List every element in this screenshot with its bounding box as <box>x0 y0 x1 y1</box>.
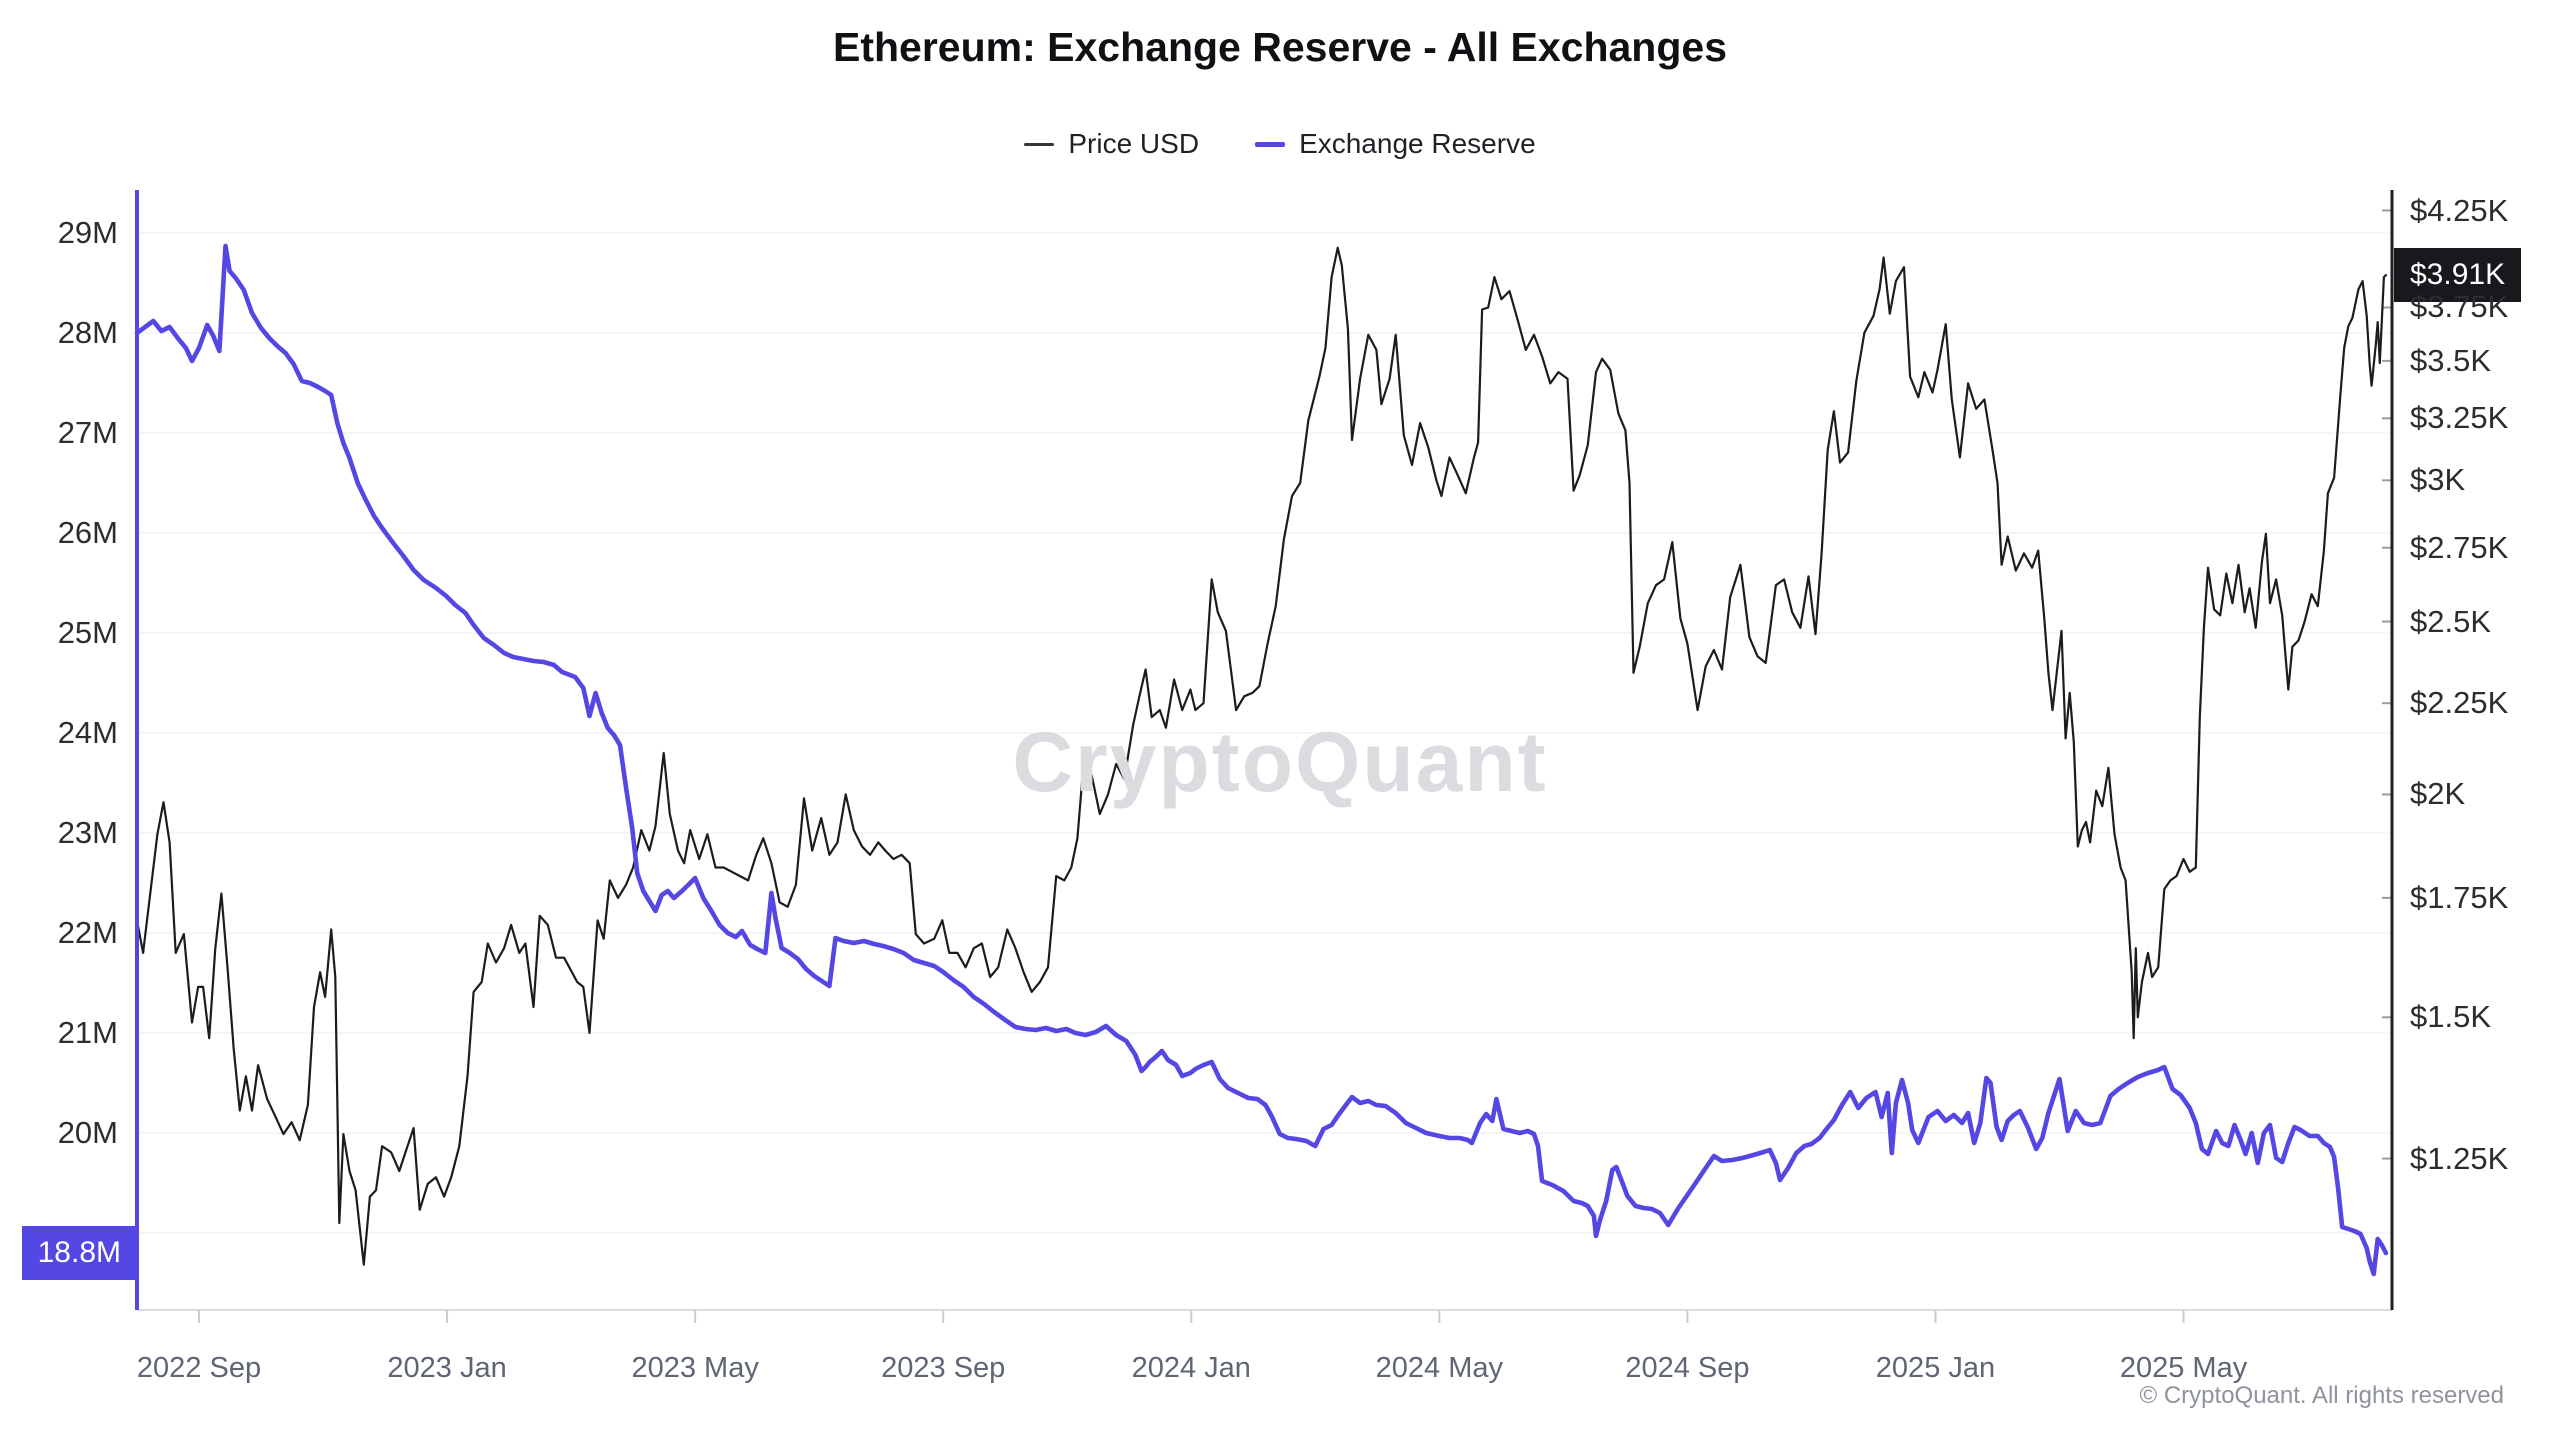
x-axis-tick-label: 2025 May <box>2119 1352 2248 1384</box>
reserve-last-value-badge: 18.8M <box>21 1226 137 1280</box>
left-axis-tick-label: 22M <box>57 915 118 950</box>
legend-item-price-usd[interactable]: Price USD <box>1024 128 1199 160</box>
legend-label-price-usd: Price USD <box>1068 128 1200 159</box>
chart-title: Ethereum: Exchange Reserve - All Exchang… <box>833 24 1727 70</box>
right-axis-tick-label: $1.25K <box>2410 1140 2509 1176</box>
price-line-swatch-icon <box>1024 142 1055 146</box>
right-axis-tick-label: $2.5K <box>2410 603 2492 639</box>
right-axis-tick-label: $3K <box>2410 462 2466 498</box>
left-axis-tick-label: 20M <box>57 1115 118 1150</box>
right-axis-tick-label: $2.75K <box>2410 529 2509 565</box>
legend: Price USD Exchange Reserve <box>0 128 2560 160</box>
right-axis-tick-label: $2K <box>2410 776 2466 812</box>
x-axis-tick-label: 2024 Sep <box>1625 1352 1750 1384</box>
right-axis-tick-label: $1.75K <box>2410 879 2509 915</box>
x-axis-tick-label: 2023 Jan <box>387 1352 507 1384</box>
price-last-value-badge: $3.91K <box>2394 248 2522 303</box>
x-axis-tick-label: 2023 May <box>631 1352 759 1384</box>
right-axis-tick-label: $3.5K <box>2410 342 2492 378</box>
left-axis-tick-label: 24M <box>57 715 118 750</box>
legend-item-exchange-reserve[interactable]: Exchange Reserve <box>1255 128 1536 160</box>
left-axis-tick-label: 29M <box>57 215 118 250</box>
x-axis-tick-label: 2025 Jan <box>1875 1352 1996 1384</box>
x-axis-tick-label: 2022 Sep <box>136 1352 262 1384</box>
exchange-reserve-line <box>134 243 2389 1277</box>
price-usd-line <box>135 246 2387 1266</box>
left-axis-tick-label: 25M <box>57 615 118 650</box>
reserve-line-swatch-icon <box>1255 141 1286 147</box>
x-axis-tick-label: 2024 May <box>1375 1352 1504 1384</box>
left-axis-tick-label: 21M <box>57 1015 118 1050</box>
left-axis-tick-label: 23M <box>57 815 118 850</box>
left-axis-tick-label: 28M <box>57 315 118 350</box>
right-axis-tick-label: $1.5K <box>2410 999 2492 1035</box>
legend-label-exchange-reserve: Exchange Reserve <box>1299 128 1536 159</box>
copyright-footer: © CryptoQuant. All rights reserved <box>2139 1382 2505 1409</box>
x-axis-tick-label: 2023 Sep <box>881 1352 1006 1384</box>
x-axis-tick-label: 2024 Jan <box>1131 1352 1251 1384</box>
left-axis-tick-label: 27M <box>57 415 118 450</box>
right-axis-tick-label: $3.25K <box>2410 400 2509 436</box>
right-axis-tick-label: $3.75K <box>2410 289 2509 325</box>
right-axis-tick-label: $2.25K <box>2410 685 2509 721</box>
right-axis-tick-label: $4.25K <box>2410 192 2509 228</box>
left-axis-tick-label: 26M <box>57 515 118 550</box>
